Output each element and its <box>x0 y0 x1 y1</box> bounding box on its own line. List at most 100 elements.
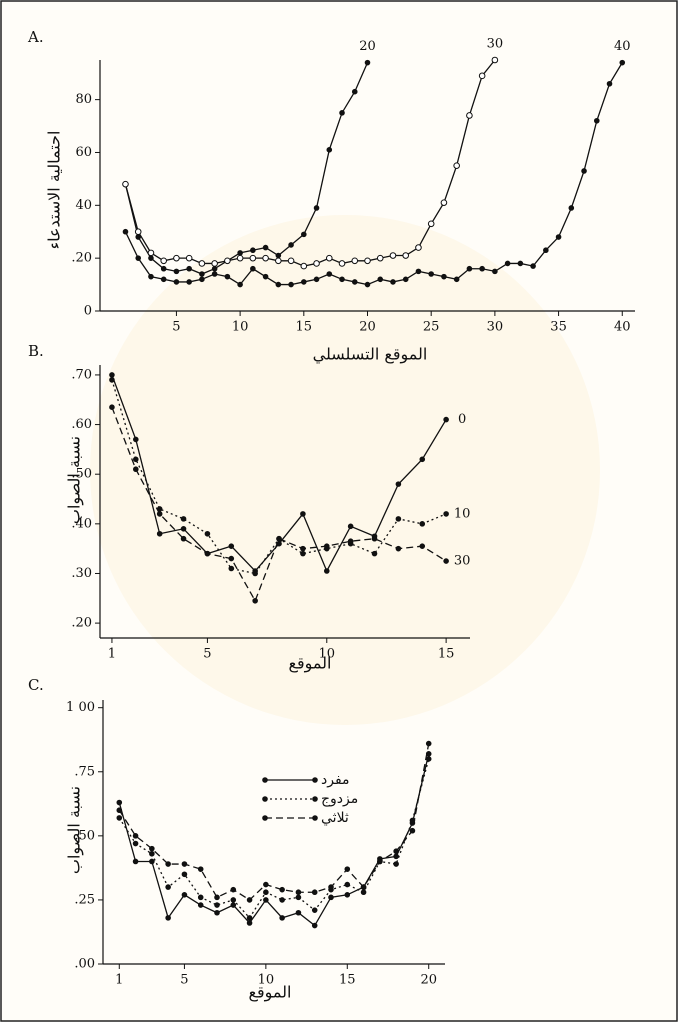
data-point <box>555 234 562 240</box>
data-point <box>275 257 282 265</box>
series-label: 30 <box>487 37 504 52</box>
x-tick-label: 15 <box>339 973 356 988</box>
data-point <box>351 88 358 95</box>
data-point <box>160 257 167 265</box>
data-point <box>360 889 367 896</box>
data-point <box>415 244 422 251</box>
data-point <box>180 516 187 522</box>
data-point <box>228 555 235 562</box>
series-label: 10 <box>454 506 471 521</box>
series-line <box>118 753 430 927</box>
watermark-seal <box>90 215 600 725</box>
y-tick-label: .50 <box>74 828 95 843</box>
data-point <box>339 276 345 283</box>
data-point <box>147 249 155 257</box>
panel-label: C. <box>28 676 44 694</box>
data-point <box>122 180 129 188</box>
data-point <box>132 833 139 839</box>
data-point <box>180 526 187 532</box>
data-point <box>237 281 243 288</box>
data-point <box>199 276 205 283</box>
x-tick-label: 10 <box>232 320 249 335</box>
data-point <box>230 902 237 908</box>
data-point <box>300 262 308 270</box>
x-tick-label: 40 <box>614 320 631 335</box>
y-tick-label: .70 <box>71 367 92 382</box>
data-point <box>360 884 367 890</box>
x-tick-label: 20 <box>359 320 376 335</box>
data-point <box>109 377 115 383</box>
data-point <box>186 279 192 285</box>
data-point <box>428 271 434 277</box>
data-point <box>250 265 256 272</box>
data-point <box>214 902 220 908</box>
data-point <box>568 205 575 211</box>
y-tick-label: .75 <box>74 764 95 779</box>
data-point <box>132 858 139 865</box>
data-point <box>246 920 253 926</box>
data-point <box>262 254 269 262</box>
series-label: 0 <box>458 412 466 427</box>
data-point <box>160 276 167 283</box>
x-tick-label: 10 <box>319 647 336 662</box>
data-point <box>279 897 285 903</box>
data-point <box>199 271 205 277</box>
data-point <box>156 530 163 537</box>
data-point <box>133 436 139 443</box>
panel-label: A. <box>27 28 44 46</box>
data-point <box>344 881 351 888</box>
data-point <box>466 112 473 119</box>
legend-marker <box>262 796 268 802</box>
data-point <box>328 894 334 901</box>
data-point <box>491 56 499 64</box>
data-point <box>419 456 426 463</box>
data-point <box>173 279 180 285</box>
data-point <box>237 250 243 256</box>
x-tick-label: 15 <box>438 647 455 662</box>
data-point <box>262 273 269 280</box>
data-point <box>211 260 218 267</box>
data-point <box>186 265 192 272</box>
data-point <box>338 260 346 267</box>
data-point <box>181 891 188 898</box>
data-point <box>246 897 253 903</box>
x-tick-label: 1 <box>115 973 123 988</box>
data-point <box>325 254 333 262</box>
data-point <box>236 254 244 262</box>
x-tick-label: 20 <box>420 973 437 988</box>
data-point <box>197 894 204 901</box>
y-tick-label: .60 <box>71 417 92 432</box>
series-label: 20 <box>359 39 376 54</box>
data-point <box>156 511 163 517</box>
y-tick-label: .25 <box>74 892 95 907</box>
data-point <box>262 244 269 251</box>
data-point <box>214 894 220 901</box>
legend-marker <box>312 796 318 802</box>
data-point <box>402 252 410 259</box>
data-point <box>275 252 282 259</box>
data-point <box>393 853 399 860</box>
series-line <box>118 758 430 919</box>
data-point <box>311 907 318 913</box>
panel-label: B. <box>28 342 44 360</box>
data-point <box>204 550 211 557</box>
data-point <box>279 886 285 893</box>
data-point <box>275 281 282 288</box>
legend-label: ثلاثي <box>321 810 349 826</box>
y-tick-label: .20 <box>71 616 92 631</box>
data-point <box>593 117 600 124</box>
data-point <box>453 162 460 169</box>
data-point <box>180 535 187 542</box>
data-point <box>214 909 220 916</box>
data-point <box>300 511 306 517</box>
data-point <box>425 756 432 762</box>
data-point <box>149 845 155 852</box>
data-point <box>133 456 139 463</box>
data-point <box>246 915 253 921</box>
series-label: 40 <box>614 39 631 54</box>
data-point <box>134 228 142 236</box>
data-point <box>530 263 536 269</box>
y-tick-label: 60 <box>75 145 92 160</box>
y-axis-label: نسبة الصواب <box>65 436 85 524</box>
